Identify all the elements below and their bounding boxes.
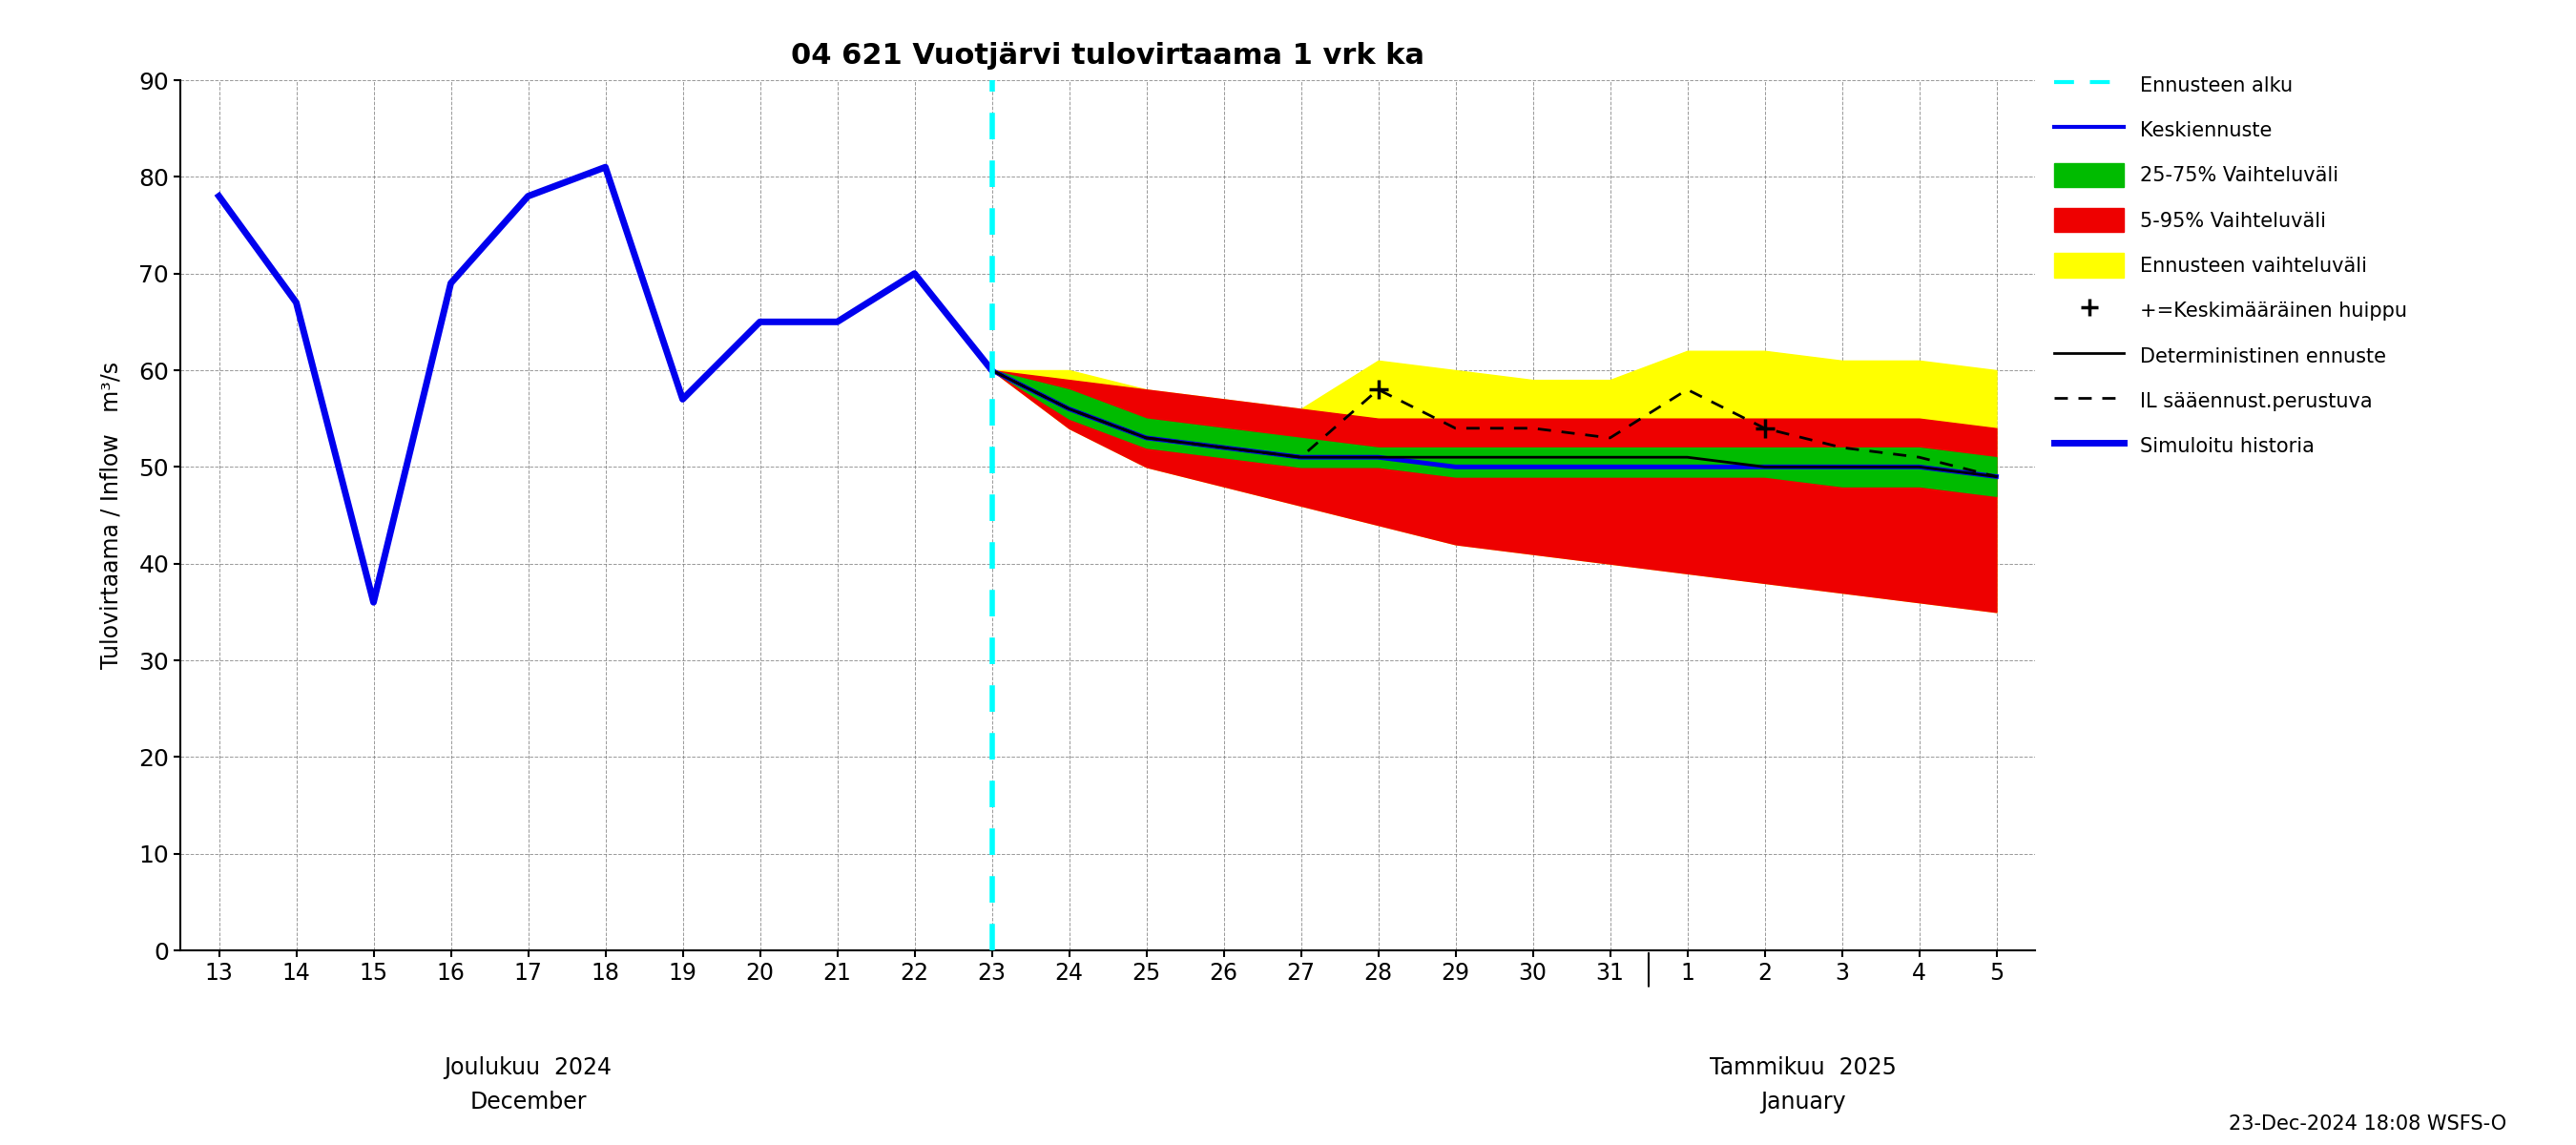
- Legend: Ennusteen alku, Keskiennuste, 25-75% Vaihteluväli, 5-95% Vaihteluväli, Ennusteen: Ennusteen alku, Keskiennuste, 25-75% Vai…: [2053, 72, 2406, 458]
- Text: December: December: [469, 1090, 587, 1113]
- Text: Tammikuu  2025: Tammikuu 2025: [1710, 1057, 1896, 1080]
- Text: Joulukuu  2024: Joulukuu 2024: [443, 1057, 613, 1080]
- Y-axis label: Tulovirtaama / Inflow   m³/s: Tulovirtaama / Inflow m³/s: [100, 362, 124, 669]
- Title: 04 621 Vuotjärvi tulovirtaama 1 vrk ka: 04 621 Vuotjärvi tulovirtaama 1 vrk ka: [791, 42, 1425, 70]
- Text: January: January: [1759, 1090, 1847, 1113]
- Text: 23-Dec-2024 18:08 WSFS-O: 23-Dec-2024 18:08 WSFS-O: [2228, 1114, 2506, 1134]
